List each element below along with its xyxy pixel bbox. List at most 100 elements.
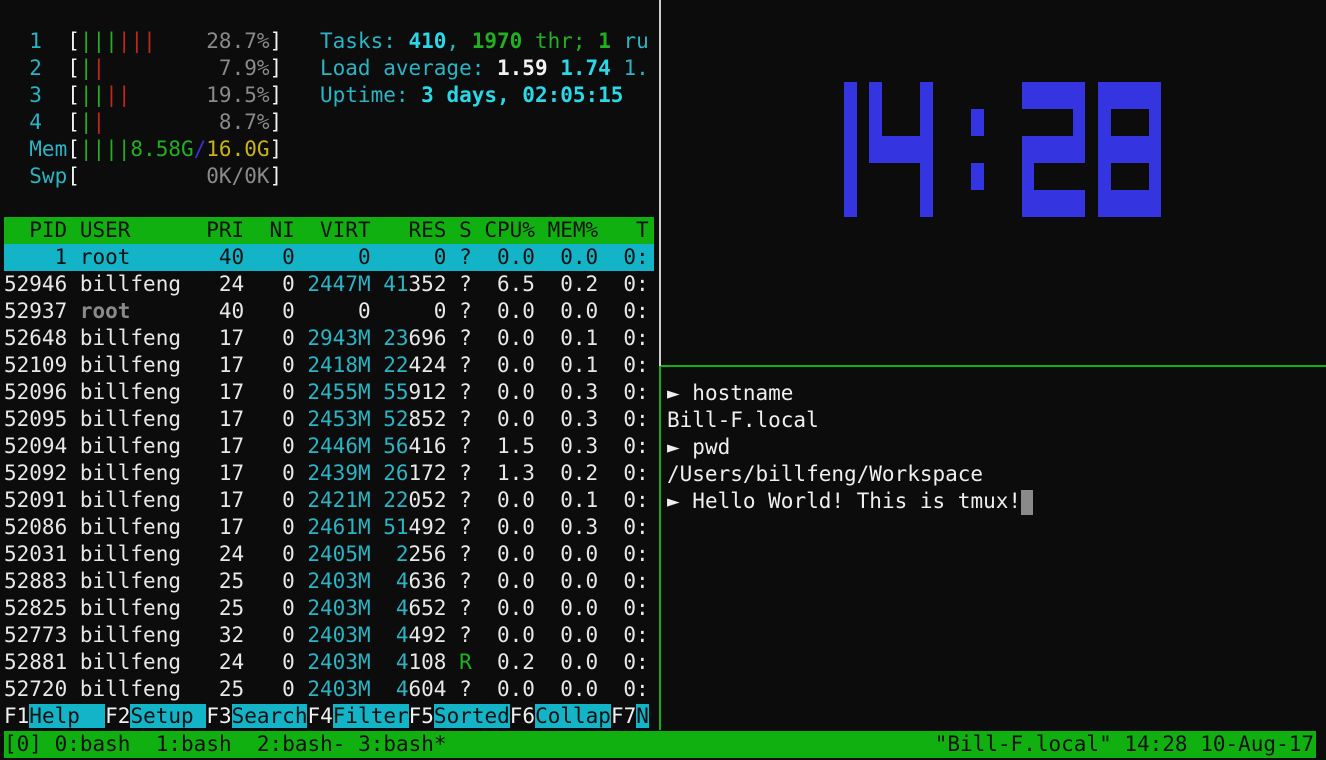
- col-s: ?: [459, 677, 472, 701]
- tmux-window-1[interactable]: 1:bash: [155, 732, 232, 756]
- process-row[interactable]: 52096 billfeng 17 0 2455M 55912? 0.0 0.3 0:: [4, 379, 649, 406]
- column-header-time[interactable]: T: [636, 218, 649, 242]
- threads-count: 1970: [471, 29, 523, 53]
- tasks-label: Tasks:: [320, 29, 409, 53]
- process-row[interactable]: 52883 billfeng 25 0 2403M 4636? 0.0 0.0 0:: [4, 568, 649, 595]
- column-header-user[interactable]: USER: [79, 218, 131, 242]
- column-header-ni[interactable]: NI: [269, 218, 295, 242]
- load-line: Load average: 1.59 1.74 1.: [320, 55, 649, 82]
- function-key-f6[interactable]: F6Collap: [510, 704, 611, 728]
- meter-bar-segment: |: [117, 83, 131, 107]
- col-cpu: 0.0: [496, 515, 535, 539]
- column-header-res[interactable]: RES: [408, 218, 447, 242]
- col-cpu: 0.0: [496, 380, 535, 404]
- col-res: 56416: [383, 433, 446, 460]
- process-row[interactable]: 52648 billfeng 17 0 2943M 23696? 0.0 0.1 0:: [4, 325, 649, 352]
- col-time: 0:: [623, 326, 649, 350]
- process-row[interactable]: 52092 billfeng 17 0 2439M 26172? 1.3 0.2 0:: [4, 460, 649, 487]
- process-row[interactable]: 52773 billfeng 32 0 2403M 4492? 0.0 0.0 0:: [4, 622, 649, 649]
- clock-pixel: [882, 136, 895, 163]
- process-row[interactable]: 52091 billfeng 17 0 2421M 22052? 0.0 0.1 0:: [4, 487, 649, 514]
- function-key-f7[interactable]: F7N: [611, 704, 649, 728]
- col-res: 4492: [383, 622, 447, 649]
- col-user: billfeng: [79, 272, 181, 296]
- function-key-f3[interactable]: F3Search: [206, 704, 308, 728]
- clock-pixel: [869, 109, 883, 136]
- col-virt: 2403M: [307, 650, 371, 674]
- col-cpu: 0.0: [496, 677, 535, 701]
- tmux-window-2[interactable]: 2:bash-: [256, 732, 346, 756]
- function-key-label: Filter: [332, 704, 409, 728]
- process-row[interactable]: 52094 billfeng 17 0 2446M 56416? 1.5 0.3 0:: [4, 433, 649, 460]
- session-name[interactable]: [0]: [4, 732, 42, 756]
- process-row[interactable]: 52109 billfeng 17 0 2418M 22424? 0.0 0.1 0:: [4, 352, 649, 379]
- function-key-label: Setup: [130, 704, 207, 728]
- column-header-mem[interactable]: MEM%: [547, 218, 599, 242]
- process-row[interactable]: 52881 billfeng 24 0 2403M 4108 R 0.2 0.0 0:: [4, 649, 649, 676]
- process-row[interactable]: 52031 billfeng 24 0 2405M 2256? 0.0 0.0 0:: [4, 541, 649, 568]
- meter-bar-segment: |: [79, 83, 93, 107]
- col-virt: 2403M: [307, 569, 371, 593]
- process-row[interactable]: 52720 billfeng 25 0 2403M 4604? 0.0 0.0 0:: [4, 676, 649, 703]
- tmux-window-3[interactable]: 3:bash*: [358, 732, 447, 756]
- clock-pixel: [844, 109, 857, 136]
- res-high: 2: [395, 542, 409, 566]
- meter-bar: 0K/0K: [80, 163, 269, 190]
- col-pri: 17: [218, 434, 245, 458]
- process-row[interactable]: 52825 billfeng 25 0 2403M 4652? 0.0 0.0 0:: [4, 595, 649, 622]
- tmux-window-0[interactable]: 0:bash: [54, 732, 131, 756]
- process-row[interactable]: 52937 root 40 0 0 0? 0.0 0.0 0:: [4, 298, 649, 325]
- function-key-label: Help: [29, 704, 106, 728]
- meter-label: 1: [29, 29, 42, 53]
- col-virt: 2421M: [307, 488, 371, 512]
- meter-bar-segment: |: [79, 56, 93, 80]
- col-mem: 0.3: [560, 434, 599, 458]
- function-key-f2[interactable]: F2Setup: [105, 704, 207, 728]
- meter-close-bracket: ]: [269, 110, 283, 134]
- col-mem: 0.1: [560, 326, 599, 350]
- meter-0: 1[|||||| 28.7%]: [4, 28, 282, 55]
- function-key-f1[interactable]: F1Help: [4, 704, 106, 728]
- cpu-percent: 7.9%: [218, 56, 270, 80]
- column-header-pri[interactable]: PRI: [206, 218, 245, 242]
- col-s: ?: [459, 245, 472, 269]
- column-header-virt[interactable]: VIRT: [320, 218, 371, 242]
- clock-pixel: [844, 136, 857, 163]
- col-time: 0:: [623, 353, 649, 377]
- pane-divider-vertical-active[interactable]: [659, 366, 661, 730]
- col-mem: 0.0: [560, 542, 599, 566]
- col-time: 0:: [623, 677, 649, 701]
- process-row[interactable]: 1 root 40 0 0 0? 0.0 0.0 0:: [4, 244, 654, 271]
- process-row[interactable]: 52095 billfeng 17 0 2453M 52852? 0.0 0.3 0:: [4, 406, 649, 433]
- mem-used: 8.58G: [130, 137, 194, 161]
- htop-pane: 1[|||||| 28.7%] 2[|| 7.9%] 3[|||| 19.5%] 4[|| 8…: [0, 0, 654, 730]
- process-row[interactable]: 52946 billfeng 24 0 2447M 41352? 6.5 0.2 0:: [4, 271, 649, 298]
- col-ni: 0: [282, 245, 295, 269]
- col-mem: 0.0: [560, 299, 599, 323]
- pane-divider-horizontal[interactable]: [661, 365, 1326, 367]
- res-low: 424: [408, 353, 447, 377]
- meter-open-bracket: [: [67, 83, 80, 107]
- column-header-s[interactable]: S: [459, 218, 472, 242]
- meter-bar-segment: |: [79, 137, 93, 161]
- col-time: 0:: [623, 623, 649, 647]
- clock-pixel: [1148, 163, 1162, 190]
- pane-divider-vertical[interactable]: [659, 0, 661, 366]
- clock-pixel: [1047, 190, 1060, 217]
- meter-2: 3[|||| 19.5%]: [4, 82, 282, 109]
- res-high: 51: [383, 515, 409, 539]
- column-header-pid[interactable]: PID: [29, 218, 68, 242]
- function-key-f4[interactable]: F4Filter: [307, 704, 409, 728]
- process-row[interactable]: 52086 billfeng 17 0 2461M 51492? 0.0 0.3 0:: [4, 514, 649, 541]
- col-res: 4636: [383, 568, 447, 595]
- col-s: ?: [459, 326, 472, 350]
- col-res: 51492: [383, 514, 446, 541]
- clock-pixel: [1098, 163, 1111, 190]
- function-key-f5[interactable]: F5Sorted: [409, 704, 510, 728]
- clock-pixel: [869, 82, 883, 109]
- col-ni: 0: [282, 596, 295, 620]
- cpu-percent: 28.7%: [206, 29, 270, 53]
- col-pri: 17: [218, 380, 245, 404]
- column-header-cpu[interactable]: CPU%: [484, 218, 535, 242]
- clock-pixel: [907, 136, 921, 163]
